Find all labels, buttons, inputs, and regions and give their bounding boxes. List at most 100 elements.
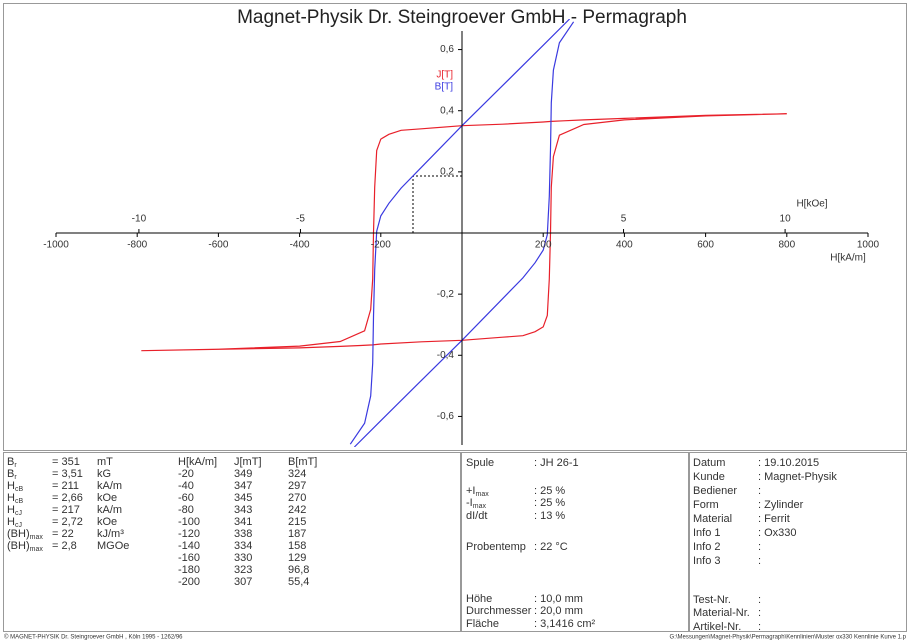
table-cell: 129 [288, 552, 306, 564]
info-panel [689, 452, 907, 632]
parameter-symbol-sub: cJ [15, 510, 22, 517]
table-cell: 323 [234, 564, 252, 576]
table-cell: 55,4 [288, 576, 309, 588]
x-tick-label: -800 [127, 240, 147, 251]
setting-value: : JH 26-1 [534, 457, 579, 469]
setting-value: : 22 °C [534, 541, 568, 553]
y-tick-label: 0,4 [440, 105, 454, 116]
x2-tick-label: 5 [621, 214, 627, 225]
setting-label-main: dI/dt [466, 510, 487, 522]
parameter-symbol-sub: cB [15, 486, 24, 493]
info-label: Material-Nr. [693, 607, 750, 619]
setting-label-sub: max [473, 503, 487, 510]
x2-tick-label: 10 [780, 214, 792, 225]
parameter-symbol-sub: r [14, 462, 17, 469]
table-cell: -60 [178, 492, 194, 504]
x-tick-label: -1000 [43, 240, 69, 251]
setting-label-main: -I [466, 497, 473, 509]
parameter-symbol-main: H [7, 516, 15, 528]
parameter-value: = 2,66 [52, 492, 83, 504]
setting-label: -Imax [466, 497, 486, 510]
setting-label-main: Spule [466, 457, 494, 469]
table-cell: 349 [234, 468, 252, 480]
table-cell: 341 [234, 516, 252, 528]
info-value: : [758, 485, 761, 497]
y-tick-label: 0,2 [440, 166, 454, 177]
table-cell: 270 [288, 492, 306, 504]
chart-title: Magnet-Physik Dr. Steingroever GmbH - Pe… [237, 7, 687, 28]
y-tick-label: 0,6 [440, 44, 454, 55]
setting-label: Höhe [466, 593, 492, 605]
info-value: : [758, 621, 761, 633]
footer-right: G:\Messungen\Magnet-Physik\Permagraph\Ke… [670, 635, 907, 641]
parameter-symbol-sub: max [30, 534, 44, 541]
table-cell: 158 [288, 540, 306, 552]
table-cell: -160 [178, 552, 200, 564]
x-tick-label: 600 [697, 240, 714, 251]
setting-label: Fläche [466, 618, 499, 630]
info-value: : 19.10.2015 [758, 457, 819, 469]
parameter-value: = 3,51 [52, 468, 83, 480]
parameter-symbol: HcB [7, 480, 23, 493]
parameter-unit: MGOe [97, 540, 129, 552]
setting-label: Spule [466, 457, 494, 469]
parameter-symbol: HcJ [7, 504, 22, 517]
parameter-panel [3, 452, 461, 632]
table-cell: -200 [178, 576, 200, 588]
y-tick-label: -0,6 [437, 411, 455, 422]
info-label: Artikel-Nr. [693, 621, 741, 633]
parameter-value: = 351 [52, 456, 80, 468]
info-value: : Zylinder [758, 499, 804, 511]
info-label: Info 1 [693, 527, 721, 539]
parameter-value: = 22 [52, 528, 74, 540]
parameter-symbol-main: H [7, 492, 15, 504]
table-cell: -140 [178, 540, 200, 552]
legend-label: B[T] [435, 82, 454, 93]
setting-value: : 25 % [534, 485, 565, 497]
table-header: H[kA/m] [178, 456, 217, 468]
table-cell: 215 [288, 516, 306, 528]
footer-left: © MAGNET-PHYSIK Dr. Steingroever GmbH , … [4, 634, 183, 641]
setting-label: dI/dt [466, 510, 487, 522]
table-cell: -100 [178, 516, 200, 528]
x-tick-label: -400 [290, 240, 310, 251]
parameter-symbol: Br [7, 468, 17, 481]
parameter-symbol-main: H [7, 504, 15, 516]
parameter-symbol-main: (BH) [7, 540, 30, 552]
table-cell: 307 [234, 576, 252, 588]
info-value: : Ox330 [758, 527, 797, 539]
info-label: Datum [693, 457, 725, 469]
info-label: Test-Nr. [693, 594, 731, 606]
setting-label: Durchmesser [466, 605, 532, 617]
info-label: Material [693, 513, 732, 525]
parameter-symbol-main: H [7, 480, 15, 492]
table-cell: 297 [288, 480, 306, 492]
parameter-symbol: HcB [7, 492, 23, 505]
parameter-symbol-sub: cJ [15, 522, 22, 529]
table-cell: 242 [288, 504, 306, 516]
parameter-symbol-sub: r [14, 474, 17, 481]
x-tick-label: 400 [616, 240, 633, 251]
setting-label-main: Probentemp [466, 541, 526, 553]
table-cell: 324 [288, 468, 306, 480]
parameter-symbol-main: (BH) [7, 528, 30, 540]
setting-label-main: Höhe [466, 593, 492, 605]
parameter-symbol: Br [7, 456, 17, 469]
setting-value: : 25 % [534, 497, 565, 509]
y-tick-label: -0,4 [437, 350, 455, 361]
parameter-unit: kOe [97, 492, 117, 504]
table-cell: 187 [288, 528, 306, 540]
parameter-value: = 211 [52, 480, 79, 492]
table-cell: 345 [234, 492, 252, 504]
setting-value: : 13 % [534, 510, 565, 522]
setting-value: : 10,0 mm [534, 593, 583, 605]
parameter-unit: kOe [97, 516, 117, 528]
x-tick-label: -200 [371, 240, 391, 251]
x-tick-label: -600 [208, 240, 228, 251]
table-cell: -40 [178, 480, 194, 492]
table-cell: 96,8 [288, 564, 309, 576]
parameter-value: = 2,8 [52, 540, 77, 552]
x-axis-label: H[kA/m] [830, 253, 866, 264]
info-label: Bediener [693, 485, 737, 497]
